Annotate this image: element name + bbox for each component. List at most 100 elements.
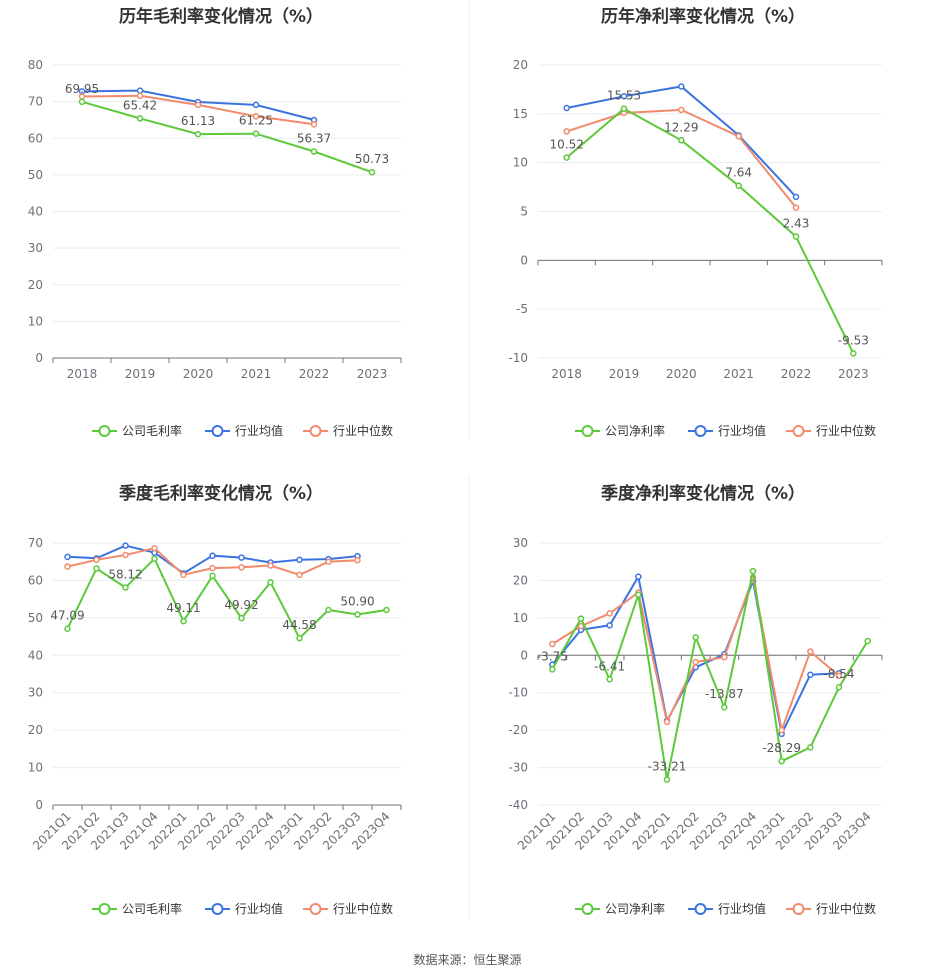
legend-item-median[interactable]: 行业中位数 (303, 901, 393, 916)
data-point[interactable] (792, 233, 800, 240)
y-tick-label: 50 (28, 611, 43, 625)
data-point[interactable] (354, 611, 361, 618)
data-point[interactable] (267, 579, 274, 586)
data-point[interactable] (606, 622, 613, 629)
series-median (64, 544, 361, 579)
y-tick-label: 15 (513, 107, 528, 121)
legend-item-avg[interactable]: 行业均值 (688, 901, 766, 916)
data-point[interactable] (678, 137, 685, 144)
data-point[interactable] (663, 776, 671, 783)
data-point[interactable] (850, 350, 857, 357)
data-point[interactable] (721, 703, 728, 711)
data-point[interactable] (64, 553, 71, 561)
data-point[interactable] (383, 606, 390, 614)
data-point[interactable] (778, 757, 785, 765)
data-point[interactable] (78, 98, 86, 106)
y-tick-label: 70 (28, 95, 43, 109)
data-point[interactable] (368, 168, 376, 176)
data-point[interactable] (180, 571, 187, 579)
data-point[interactable] (692, 634, 699, 641)
legend-item-median[interactable]: 行业中位数 (786, 901, 876, 916)
data-point[interactable] (678, 83, 685, 90)
data-point[interactable] (577, 615, 585, 622)
legend-item-avg[interactable]: 行业均值 (688, 423, 766, 438)
y-tick-label: -5 (516, 302, 528, 316)
legend-item-company[interactable]: 公司毛利率 (92, 423, 182, 438)
data-point[interactable] (296, 556, 303, 564)
data-point[interactable] (310, 148, 318, 155)
data-point[interactable] (792, 204, 800, 211)
data-point[interactable] (749, 567, 757, 575)
legend-item-company[interactable]: 公司毛利率 (92, 901, 182, 916)
data-point[interactable] (864, 637, 871, 645)
data-point[interactable] (194, 130, 202, 138)
legend-item-median[interactable]: 行业中位数 (786, 423, 876, 438)
data-point[interactable] (792, 193, 800, 201)
legend-item-avg[interactable]: 行业均值 (205, 423, 283, 438)
data-point[interactable] (122, 584, 129, 591)
data-point[interactable] (835, 672, 843, 680)
data-point[interactable] (93, 565, 100, 572)
data-point[interactable] (64, 625, 71, 632)
data-point[interactable] (549, 640, 556, 648)
data-point[interactable] (136, 115, 144, 122)
legend-item-avg[interactable]: 行业均值 (205, 901, 283, 916)
data-point[interactable] (563, 104, 570, 112)
data-point[interactable] (663, 718, 671, 726)
data-point[interactable] (252, 101, 260, 109)
data-point[interactable] (778, 726, 785, 734)
data-point[interactable] (354, 556, 361, 564)
data-point[interactable] (807, 744, 814, 751)
data-point[interactable] (267, 562, 274, 569)
data-point[interactable] (93, 556, 100, 564)
data-point[interactable] (296, 634, 303, 642)
data-point[interactable] (252, 113, 260, 120)
data-point[interactable] (151, 544, 158, 552)
data-point[interactable] (721, 653, 728, 661)
x-tick-label: 2019 (125, 367, 156, 381)
data-point[interactable] (620, 105, 628, 112)
data-point[interactable] (692, 658, 699, 666)
data-point[interactable] (635, 591, 642, 598)
data-point[interactable] (209, 572, 216, 580)
data-point[interactable] (606, 610, 613, 617)
x-tick-label: 2019 (609, 367, 640, 381)
y-tick-label: -20 (508, 723, 528, 737)
data-point[interactable] (122, 542, 129, 549)
data-point[interactable] (807, 671, 814, 678)
data-point[interactable] (194, 101, 202, 109)
data-point[interactable] (620, 93, 628, 100)
data-point[interactable] (122, 551, 129, 559)
data-point[interactable] (563, 128, 570, 135)
legend-item-company[interactable]: 公司净利率 (575, 901, 665, 916)
data-point[interactable] (325, 606, 332, 614)
data-point[interactable] (209, 552, 216, 559)
data-point[interactable] (238, 614, 245, 622)
data-point[interactable] (180, 617, 187, 625)
data-point[interactable] (136, 92, 144, 100)
data-point[interactable] (549, 666, 556, 673)
data-point[interactable] (606, 676, 613, 683)
data-point[interactable] (735, 182, 742, 189)
data-point[interactable] (296, 571, 303, 579)
data-point[interactable] (252, 130, 260, 137)
data-point[interactable] (635, 573, 642, 580)
data-point[interactable] (209, 564, 216, 572)
data-point[interactable] (310, 121, 318, 128)
data-point[interactable] (238, 564, 245, 571)
data-point[interactable] (64, 563, 71, 570)
data-point[interactable] (807, 648, 814, 655)
legend-item-company[interactable]: 公司净利率 (575, 423, 665, 438)
data-point[interactable] (835, 683, 843, 691)
data-point[interactable] (735, 133, 742, 140)
legend: 公司毛利率 行业均值 行业中位数 (92, 901, 393, 916)
data-point[interactable] (678, 106, 685, 114)
data-point[interactable] (151, 555, 158, 562)
data-point[interactable] (325, 558, 332, 565)
data-point[interactable] (136, 87, 144, 94)
data-point[interactable] (238, 554, 245, 561)
data-label: -8.54 (823, 667, 854, 681)
legend-item-median[interactable]: 行业中位数 (303, 423, 393, 438)
data-point[interactable] (563, 154, 570, 161)
